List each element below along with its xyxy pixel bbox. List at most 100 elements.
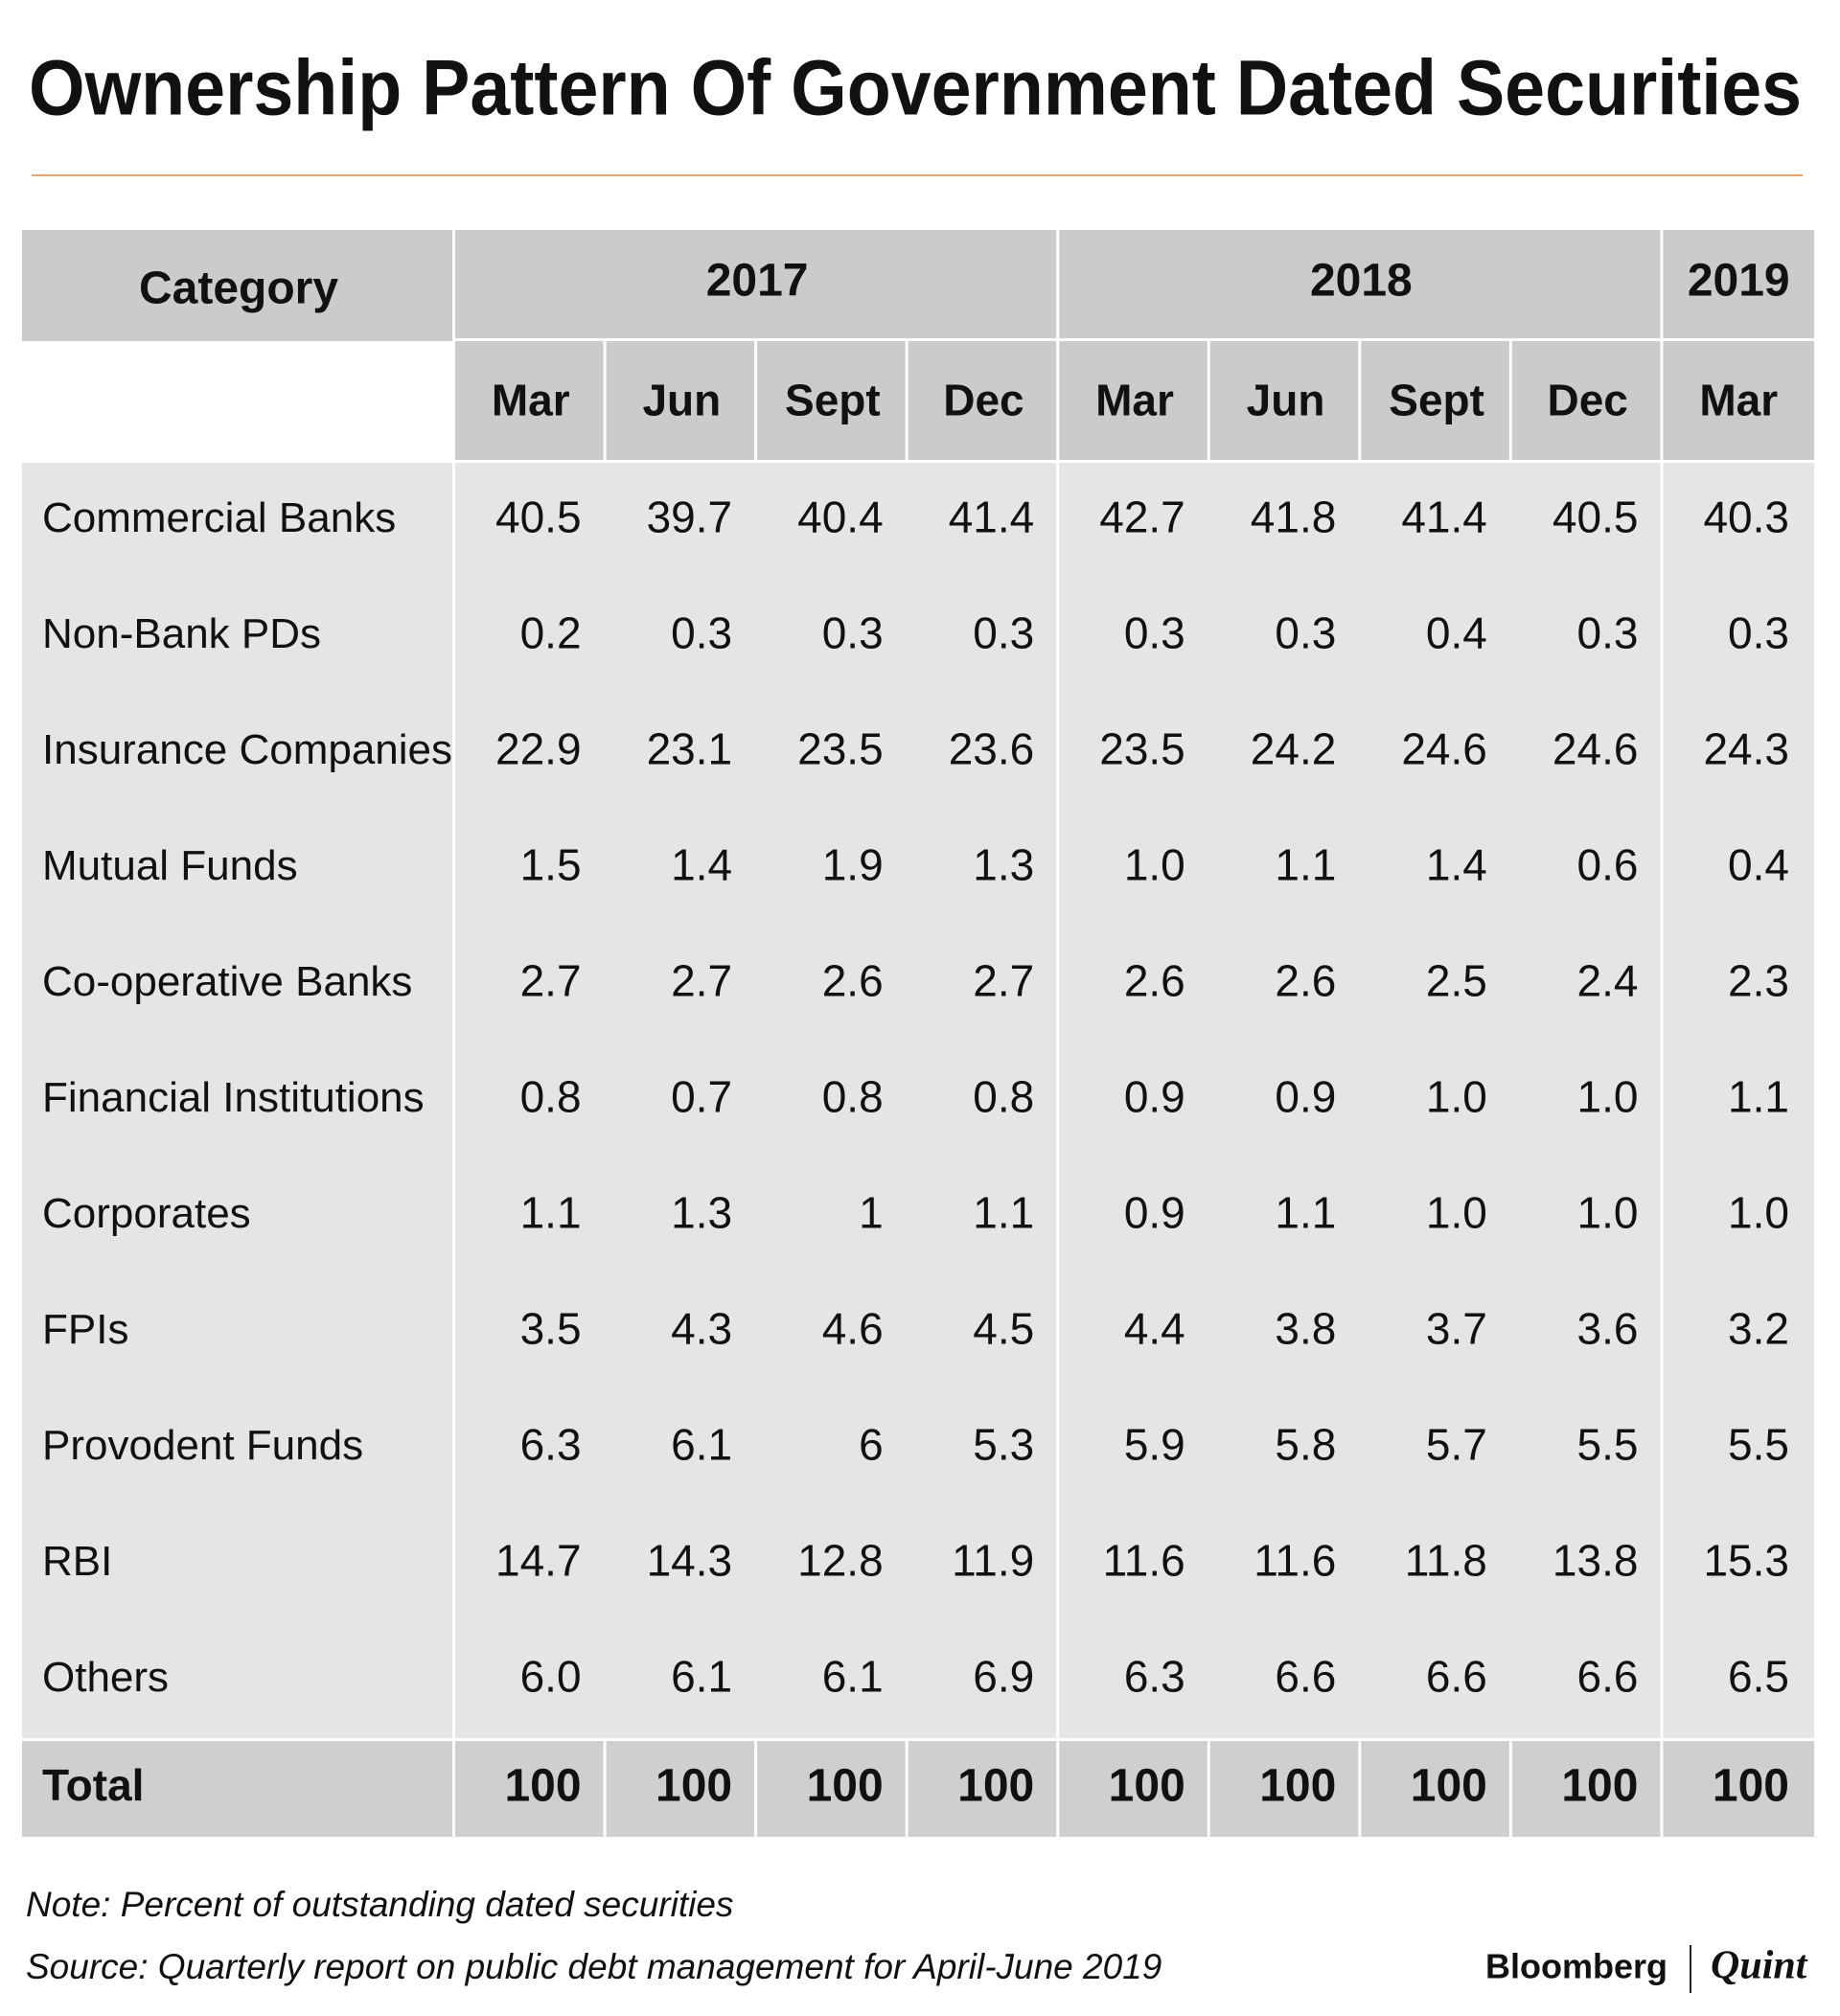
- row-label: Corporates: [42, 1190, 251, 1237]
- title: Ownership Pattern Of Government Dated Se…: [29, 45, 1802, 132]
- cell-value: 40.3: [1703, 493, 1789, 542]
- cell-value: 0.9: [1124, 1188, 1185, 1238]
- total-cell: [757, 1741, 906, 1837]
- cell-value: 4.6: [822, 1304, 884, 1354]
- cell-value: 6.1: [822, 1652, 884, 1702]
- cell-value: 1.5: [520, 840, 582, 890]
- header-cell: [1209, 341, 1359, 460]
- cell-value: 4.3: [671, 1304, 732, 1354]
- total-cell: [908, 1741, 1057, 1837]
- header-month: Mar: [1699, 376, 1778, 425]
- row-label: Provodent Funds: [42, 1422, 363, 1469]
- cell-value: 0.4: [1728, 840, 1789, 890]
- header-year: 2017: [706, 256, 809, 307]
- header-cell: [22, 230, 452, 341]
- cell-value: 0.3: [973, 608, 1034, 658]
- total-cell: [1209, 1741, 1359, 1837]
- total-cell: [455, 1741, 604, 1837]
- cell-value: 11.8: [1405, 1536, 1487, 1586]
- cell-value: 24.3: [1703, 724, 1789, 774]
- cell-value: 1.3: [973, 840, 1034, 890]
- total-value: 100: [1713, 1761, 1789, 1812]
- note: Note: Percent of outstanding dated secur…: [26, 1885, 733, 1924]
- cell-value: 5.8: [1275, 1420, 1336, 1470]
- cell-value: 11.6: [1103, 1536, 1185, 1586]
- header-cell: [1663, 341, 1814, 460]
- cell-value: 4.4: [1124, 1304, 1185, 1354]
- cell-value: 6.1: [671, 1652, 732, 1702]
- cell-value: 40.4: [797, 493, 884, 542]
- header-cell: [1511, 341, 1661, 460]
- header-month: Jun: [642, 376, 721, 425]
- cell-value: 3.8: [1275, 1304, 1336, 1354]
- cell-value: 1.9: [822, 840, 884, 890]
- total-value: 100: [1259, 1761, 1336, 1812]
- row-label: Insurance Companies: [42, 726, 452, 773]
- header-cell: [1059, 230, 1661, 338]
- cell-value: 2.6: [1124, 956, 1185, 1006]
- header-month: Sept: [1389, 376, 1484, 425]
- cell-value: 23.1: [647, 724, 733, 774]
- header-cell: [455, 230, 1057, 338]
- cell-value: 2.7: [671, 956, 732, 1006]
- cell-value: 5.5: [1728, 1420, 1789, 1470]
- cell-value: 0.9: [1275, 1072, 1336, 1122]
- cell-value: 13.8: [1552, 1536, 1639, 1586]
- cell-value: 1.1: [1728, 1072, 1789, 1122]
- cell-value: 1.4: [671, 840, 732, 890]
- cell-value: 0.3: [1728, 608, 1789, 658]
- total-value: 100: [656, 1761, 732, 1812]
- cell-value: 24.2: [1251, 724, 1337, 774]
- cell-value: 1.4: [1426, 840, 1487, 890]
- cell-value: 22.9: [495, 724, 582, 774]
- header-month: Sept: [785, 376, 881, 425]
- cell-value: 24.6: [1552, 724, 1639, 774]
- cell-value: 11.9: [952, 1536, 1034, 1586]
- cell-value: 23.6: [949, 724, 1035, 774]
- cell-value: 2.5: [1426, 956, 1487, 1006]
- cell-value: 5.7: [1426, 1420, 1487, 1470]
- cell-value: 1.0: [1576, 1072, 1638, 1122]
- total-cell: [22, 1741, 452, 1837]
- row-label: Mutual Funds: [42, 842, 298, 889]
- cell-value: 6.6: [1275, 1652, 1336, 1702]
- cell-value: 3.7: [1426, 1304, 1487, 1354]
- cell-value: 5.5: [1576, 1420, 1638, 1470]
- header-cell: [1059, 341, 1208, 460]
- cell-value: 6.3: [1124, 1652, 1185, 1702]
- cell-value: 3.2: [1728, 1304, 1789, 1354]
- cell-value: 2.6: [822, 956, 884, 1006]
- cell-value: 23.5: [1099, 724, 1185, 774]
- cell-value: 40.5: [1552, 493, 1639, 542]
- cell-value: 40.5: [495, 493, 582, 542]
- total-cell: [1059, 1741, 1208, 1837]
- cell-value: 1.0: [1124, 840, 1185, 890]
- row-label: RBI: [42, 1538, 112, 1585]
- cell-value: 41.4: [949, 493, 1035, 542]
- body-block: [1663, 463, 1814, 1738]
- row-label: FPIs: [42, 1306, 128, 1353]
- header-cell: [757, 341, 906, 460]
- cell-value: 2.7: [520, 956, 582, 1006]
- header-month: Jun: [1247, 376, 1325, 425]
- cell-value: 0.3: [822, 608, 884, 658]
- cell-value: 41.4: [1401, 493, 1487, 542]
- cell-value: 6.6: [1576, 1652, 1638, 1702]
- source: Source: Quarterly report on public debt …: [26, 1947, 1162, 1986]
- total-value: 100: [1561, 1761, 1638, 1812]
- cell-value: 4.5: [973, 1304, 1034, 1354]
- header-cell: [1361, 341, 1509, 460]
- cell-value: 6.0: [520, 1652, 582, 1702]
- total-value: 100: [957, 1761, 1034, 1812]
- logo-right: Quint: [1711, 1944, 1808, 1988]
- cell-value: 1.1: [1275, 840, 1336, 890]
- cell-value: 6.9: [973, 1652, 1034, 1702]
- header-month: Dec: [1547, 376, 1627, 425]
- total-label: Total: [42, 1760, 144, 1810]
- cell-value: 0.8: [822, 1072, 884, 1122]
- cell-value: 6.1: [671, 1420, 732, 1470]
- total-value: 100: [807, 1761, 884, 1812]
- cell-value: 14.7: [495, 1536, 582, 1586]
- header-cell: [1663, 230, 1814, 338]
- cell-value: 2.7: [973, 956, 1034, 1006]
